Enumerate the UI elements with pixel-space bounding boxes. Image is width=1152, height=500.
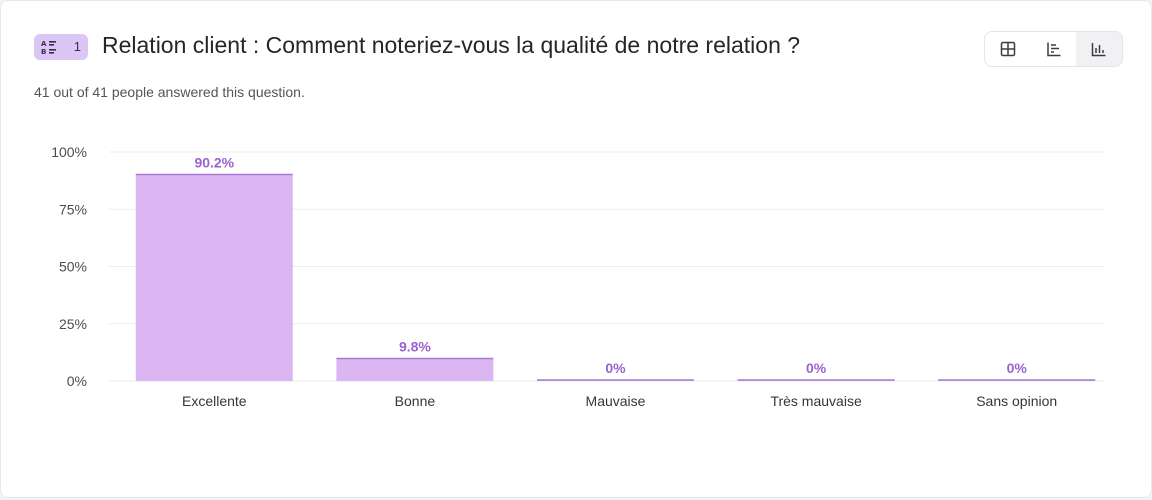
table-view-button[interactable] (985, 32, 1031, 66)
y-tick-label: 100% (51, 144, 87, 160)
question-number: 1 (73, 39, 81, 54)
bar-value-label: 0% (1007, 360, 1028, 376)
bar-value-label: 0% (806, 360, 827, 376)
question-type-badge: A B 1 (34, 34, 88, 60)
question-title: Relation client : Comment noteriez-vous … (102, 32, 801, 58)
x-category-label: Mauvaise (586, 393, 646, 409)
y-tick-label: 25% (59, 316, 87, 332)
bar-value-label: 90.2% (194, 154, 234, 170)
bar-value-label: 0% (605, 360, 626, 376)
x-category-label: Excellente (182, 393, 247, 409)
bar-chart: 0% 25% 50% 75% 100% 90.2% Excellente 9.8% Bonne 0… (51, 144, 1104, 409)
grid-table-icon (1000, 41, 1016, 57)
vertical-bar-view-button[interactable] (1076, 32, 1122, 66)
vertical-bar-chart-icon (1091, 43, 1106, 57)
bar-value-label: 9.8% (399, 339, 431, 355)
bar (135, 174, 293, 381)
view-toggle (984, 31, 1123, 67)
multiple-choice-icon: A B (41, 40, 56, 55)
x-category-label: Très mauvaise (770, 393, 862, 409)
y-tick-label: 50% (59, 259, 87, 275)
horizontal-bar-chart-icon (1046, 42, 1060, 57)
bar (336, 358, 494, 381)
svg-text:B: B (41, 48, 46, 55)
x-category-label: Sans opinion (976, 393, 1057, 409)
horizontal-bar-view-button[interactable] (1031, 32, 1077, 66)
svg-text:A: A (41, 40, 47, 48)
answered-count: 41 out of 41 people answered this questi… (34, 84, 305, 100)
y-tick-label: 0% (67, 373, 87, 389)
y-tick-label: 75% (59, 201, 87, 217)
x-category-label: Bonne (395, 393, 436, 409)
